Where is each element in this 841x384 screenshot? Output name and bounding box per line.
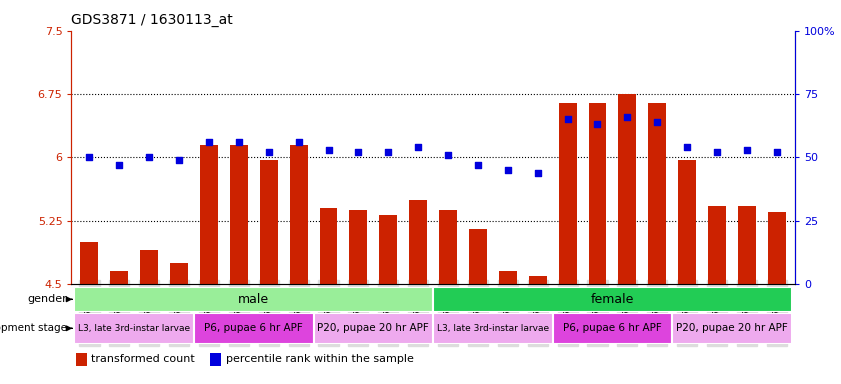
Point — [501, 167, 515, 173]
Text: P20, pupae 20 hr APF: P20, pupae 20 hr APF — [317, 323, 429, 333]
Bar — [75, 287, 433, 312]
Bar — [230, 145, 248, 284]
Point — [172, 157, 186, 163]
Point — [113, 162, 126, 168]
Point — [711, 149, 724, 156]
Point — [471, 162, 484, 168]
Point — [680, 144, 694, 151]
Bar — [260, 160, 278, 284]
Bar — [558, 103, 577, 284]
Text: percentile rank within the sample: percentile rank within the sample — [225, 354, 414, 364]
Bar — [589, 103, 606, 284]
Bar — [75, 313, 194, 344]
Point — [262, 149, 276, 156]
Bar — [469, 229, 487, 284]
Point — [202, 139, 215, 145]
Bar — [648, 103, 666, 284]
Point — [770, 149, 784, 156]
Point — [411, 144, 425, 151]
Point — [590, 121, 604, 127]
Point — [531, 170, 544, 176]
Bar — [529, 276, 547, 284]
Text: transformed count: transformed count — [91, 354, 195, 364]
Text: development stage: development stage — [0, 323, 67, 333]
Point — [292, 139, 305, 145]
Bar — [768, 212, 785, 284]
Bar — [81, 242, 98, 284]
Bar — [678, 160, 696, 284]
Bar — [349, 210, 368, 284]
Text: L3, late 3rd-instar larvae: L3, late 3rd-instar larvae — [436, 324, 549, 333]
Bar — [289, 145, 308, 284]
Text: P20, pupae 20 hr APF: P20, pupae 20 hr APF — [676, 323, 788, 333]
Bar — [379, 215, 397, 284]
Bar — [708, 207, 726, 284]
Point — [382, 149, 395, 156]
Text: GDS3871 / 1630113_at: GDS3871 / 1630113_at — [71, 13, 233, 27]
Point — [442, 152, 455, 158]
Text: L3, late 3rd-instar larvae: L3, late 3rd-instar larvae — [78, 324, 190, 333]
Point — [561, 116, 574, 122]
Bar — [320, 208, 337, 284]
Point — [352, 149, 365, 156]
Text: P6, pupae 6 hr APF: P6, pupae 6 hr APF — [563, 323, 662, 333]
Bar — [553, 313, 672, 344]
Bar — [170, 263, 188, 284]
Bar — [76, 353, 87, 366]
Point — [621, 114, 634, 120]
Point — [232, 139, 246, 145]
Bar — [738, 207, 756, 284]
Bar — [110, 271, 129, 284]
Text: male: male — [238, 293, 269, 306]
Bar — [433, 313, 553, 344]
Point — [740, 147, 754, 153]
Point — [142, 154, 156, 161]
Bar — [618, 94, 637, 284]
Text: P6, pupae 6 hr APF: P6, pupae 6 hr APF — [204, 323, 303, 333]
Point — [82, 154, 96, 161]
Bar — [140, 250, 158, 284]
Text: gender: gender — [28, 294, 67, 305]
Bar — [499, 271, 517, 284]
Bar — [410, 200, 427, 284]
Point — [322, 147, 336, 153]
Bar — [433, 287, 791, 312]
Bar — [439, 210, 457, 284]
Point — [651, 119, 664, 125]
Bar — [210, 353, 221, 366]
Bar — [314, 313, 433, 344]
Text: female: female — [590, 293, 634, 306]
Bar — [200, 145, 218, 284]
Bar — [672, 313, 791, 344]
Bar — [194, 313, 314, 344]
